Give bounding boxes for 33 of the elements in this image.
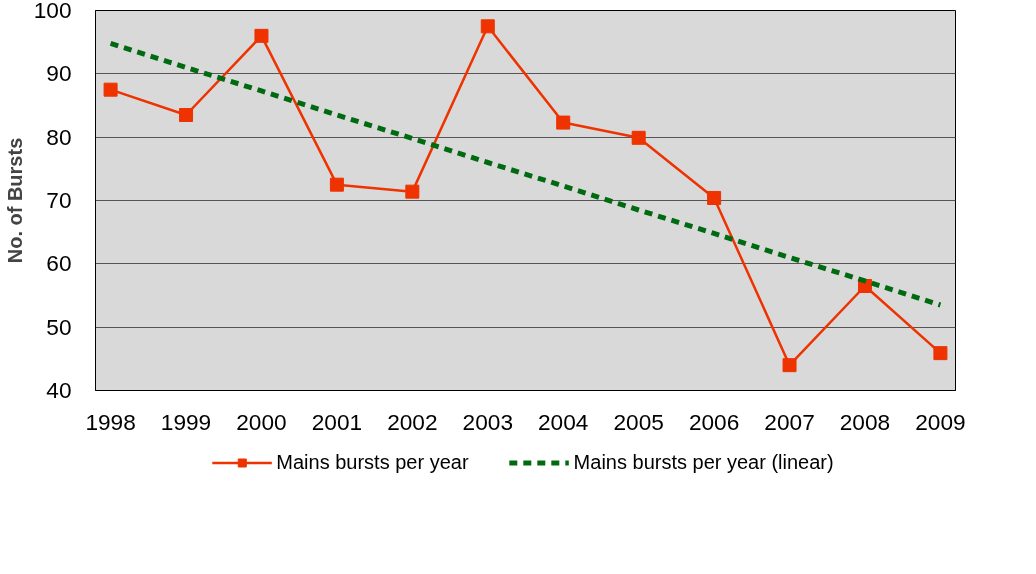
x-tick-label: 2008 xyxy=(839,408,891,435)
y-tick-label: 50 xyxy=(46,313,72,340)
x-tick-label: 1999 xyxy=(160,408,212,435)
point xyxy=(933,346,948,361)
y-axis-title: No. of Bursts xyxy=(3,137,26,264)
x-tick-label: 1998 xyxy=(85,408,136,435)
point xyxy=(707,190,722,205)
point xyxy=(782,358,797,373)
x-tick-label: 2007 xyxy=(764,408,815,435)
y-tick-label: 100 xyxy=(33,0,72,23)
legend-label: Mains bursts per year xyxy=(276,450,469,474)
x-tick-label: 2009 xyxy=(915,408,966,435)
x-tick-label: 2000 xyxy=(236,408,287,435)
x-tick-label: 2004 xyxy=(538,408,589,435)
point xyxy=(103,82,118,97)
x-tick-label: 2005 xyxy=(613,408,664,435)
point xyxy=(329,177,344,192)
point xyxy=(480,19,495,34)
y-tick-label: 80 xyxy=(46,123,72,150)
point xyxy=(254,28,269,43)
x-tick-label: 2006 xyxy=(688,408,740,435)
legend-label: Mains bursts per year (linear) xyxy=(573,450,834,474)
point xyxy=(631,130,646,145)
x-tick-label: 2001 xyxy=(311,408,363,435)
point xyxy=(556,115,571,130)
y-tick-label: 90 xyxy=(46,60,72,87)
x-tick-label: 2003 xyxy=(462,408,513,435)
x-tick-label: 2002 xyxy=(387,408,438,435)
y-tick-label: 60 xyxy=(46,250,72,277)
y-tick-label: 40 xyxy=(46,377,72,403)
point xyxy=(179,108,194,122)
y-tick-label: 70 xyxy=(46,187,72,213)
point xyxy=(405,184,420,199)
